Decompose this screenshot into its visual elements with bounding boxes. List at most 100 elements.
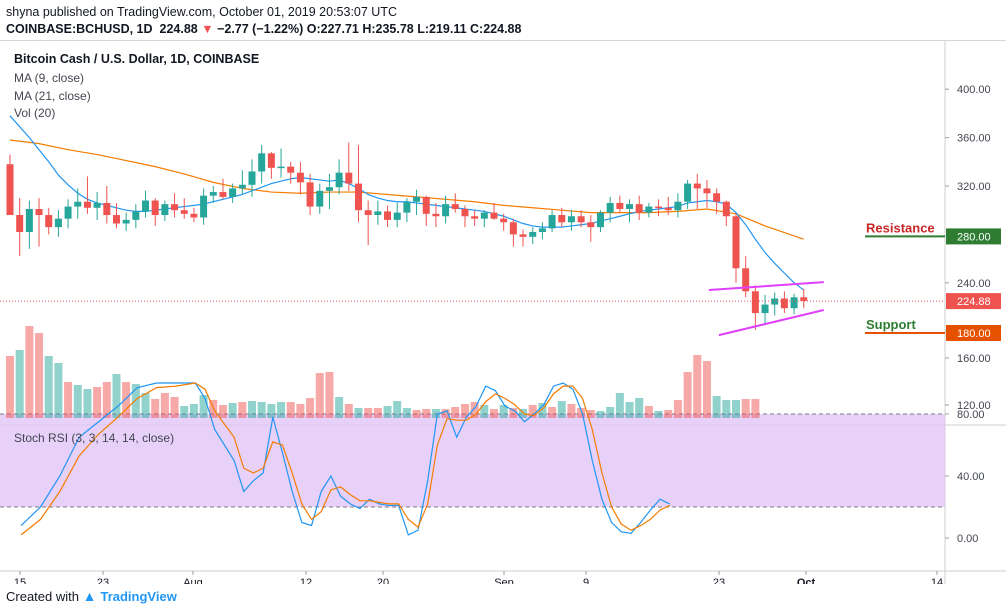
candle — [35, 208, 43, 216]
volume-bar — [277, 402, 286, 418]
volume-bar — [606, 407, 615, 418]
stoch-orange-line — [20, 382, 670, 536]
candle — [509, 222, 517, 235]
candle — [277, 166, 285, 169]
volume-bar — [354, 408, 363, 418]
candle — [229, 188, 237, 197]
candle — [480, 212, 488, 219]
tradingview-logo-icon: ▲ — [82, 588, 97, 604]
volume-bar — [218, 405, 227, 418]
volume-bar — [180, 406, 189, 418]
candle — [248, 171, 256, 185]
candle — [635, 204, 643, 213]
price-tick-label: 400.00 — [957, 84, 991, 96]
candle — [132, 211, 140, 220]
price-tick-label: 240.00 — [957, 278, 991, 290]
volume-bar — [35, 333, 44, 418]
candle — [200, 195, 208, 218]
volume-bar — [751, 399, 760, 418]
candle — [732, 216, 740, 269]
symbol: COINBASE:BCHUSD, 1D — [6, 22, 153, 36]
volume-bar — [122, 382, 131, 418]
stoch-band — [0, 414, 945, 507]
candle — [529, 231, 537, 237]
candle — [674, 201, 682, 211]
candle — [713, 193, 721, 202]
price-tick-label: 120.00 — [957, 400, 991, 412]
price-tick-label: 360.00 — [957, 133, 991, 145]
volume-bar — [548, 407, 557, 418]
time-tick-label: 23 — [713, 577, 725, 584]
volume-bar — [567, 404, 576, 418]
header-divider — [0, 40, 1006, 41]
candle — [354, 183, 362, 211]
candle — [587, 222, 595, 228]
last-price: 224.88 — [159, 22, 198, 36]
volume-bar — [364, 408, 373, 418]
candle — [800, 297, 808, 301]
volume-legend: Vol (20) — [14, 106, 56, 120]
volume-bar — [451, 407, 460, 418]
volume-bar — [151, 399, 160, 418]
candle — [316, 190, 324, 207]
volume-bar — [335, 397, 344, 418]
last-price-badge — [946, 293, 1001, 310]
volume-bar — [577, 408, 586, 418]
volume-bar — [635, 398, 644, 418]
candle — [626, 204, 634, 209]
volume-bar — [557, 401, 566, 418]
volume-bar — [54, 363, 63, 418]
candle — [374, 211, 382, 216]
stoch-tick-label: 40.00 — [957, 471, 985, 483]
volume-bar — [664, 410, 673, 418]
volume-bar — [528, 405, 537, 418]
candle — [471, 216, 479, 219]
candle — [413, 196, 421, 202]
candle — [364, 210, 372, 216]
candle — [500, 218, 508, 223]
time-tick-label: 9 — [583, 577, 589, 584]
candle — [703, 188, 711, 194]
volume-bar — [644, 406, 653, 418]
candle — [519, 234, 527, 237]
candle — [122, 219, 130, 224]
volume-bar — [248, 401, 256, 418]
candle — [335, 172, 343, 188]
time-tick-label: Aug — [183, 577, 203, 584]
volume-bar — [189, 404, 198, 418]
price-chart[interactable]: Resistance Support 400.00 360.00 320.00 240.0… — [0, 41, 1006, 584]
candle — [6, 164, 14, 216]
volume-bar — [315, 373, 324, 418]
volume-bar — [422, 409, 431, 418]
candle — [103, 202, 111, 216]
candle — [64, 206, 72, 219]
volume-bar — [412, 410, 421, 418]
candle — [548, 215, 556, 229]
candle — [403, 201, 411, 213]
candle — [83, 201, 91, 208]
volume-bar — [131, 384, 140, 418]
volume-bar — [325, 372, 334, 418]
candle — [112, 215, 120, 224]
volume-bar — [499, 405, 508, 418]
candle — [306, 182, 314, 207]
volume-bar — [199, 395, 208, 418]
volume-bar — [460, 404, 469, 418]
candle — [345, 172, 353, 184]
volume-bar — [15, 350, 24, 418]
time-tick-label: 23 — [97, 577, 109, 584]
candle — [16, 215, 24, 232]
candle — [393, 212, 401, 220]
volume-bar — [383, 406, 392, 418]
volume-bar — [712, 396, 721, 418]
candle — [422, 196, 430, 214]
candle — [538, 228, 546, 232]
chart-title: Bitcoin Cash / U.S. Dollar, 1D, COINBASE — [14, 52, 260, 66]
volume-bar — [702, 361, 711, 418]
volume-bar — [102, 382, 111, 418]
change: −2.77 (−1.22%) — [217, 22, 304, 36]
tradingview-brand[interactable]: TradingView — [100, 589, 177, 604]
volume-bar — [6, 356, 14, 418]
channel-lower-line — [718, 309, 824, 337]
candle — [142, 200, 150, 212]
